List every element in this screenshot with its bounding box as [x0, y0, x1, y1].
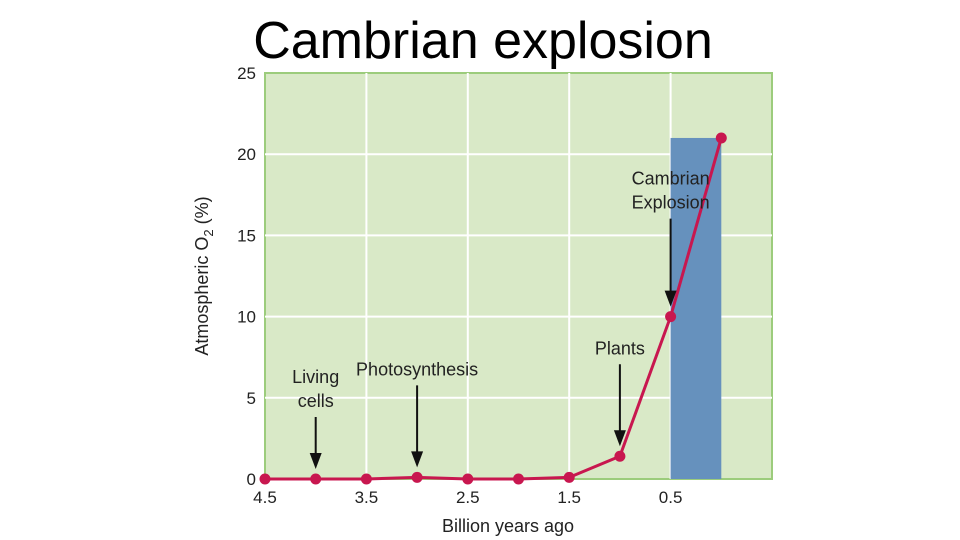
y-tick-label: 0 — [247, 470, 256, 489]
data-point — [259, 473, 271, 485]
annotation-label: Cambrian — [632, 169, 710, 189]
data-point — [665, 311, 677, 323]
annotation-label: Explosion — [632, 193, 710, 213]
y-tick-label: 15 — [237, 226, 256, 245]
y-axis-title-sub: 2 — [201, 229, 216, 236]
y-axis-title-unit: (%) — [192, 196, 212, 229]
data-point — [614, 450, 626, 462]
cambrian-highlight — [670, 137, 722, 479]
data-point — [360, 473, 372, 485]
data-point — [462, 473, 474, 485]
x-tick-label: 3.5 — [355, 488, 379, 507]
annotation-arrow-head — [411, 451, 424, 468]
data-point — [411, 471, 423, 483]
slide-title: Cambrian explosion — [253, 12, 713, 70]
y-axis-title: Atmospheric O2 (%) — [192, 196, 216, 355]
y-tick-labels: 0 5 10 15 20 25 — [237, 64, 256, 489]
x-tick-label: 4.5 — [253, 488, 277, 507]
annotation-arrow-head — [309, 453, 322, 469]
y-tick-label: 5 — [247, 389, 256, 408]
series-layer — [259, 132, 727, 485]
annotation-label: Living — [292, 367, 339, 387]
x-tick-labels: 4.5 3.5 2.5 1.5 0.5 — [253, 488, 682, 507]
annotation-label: Photosynthesis — [356, 359, 478, 379]
annotation-arrow-head — [664, 290, 677, 307]
series-line — [265, 137, 723, 481]
y-tick-label: 25 — [237, 64, 256, 83]
data-point — [715, 132, 727, 144]
y-axis-title-main: Atmospheric O — [192, 237, 212, 356]
data-point — [310, 473, 322, 485]
y-tick-label: 20 — [237, 145, 256, 164]
annotations: Living cells Photosynthesis Plants Cambrian E… — [292, 169, 710, 469]
x-tick-label: 0.5 — [659, 488, 683, 507]
annotation-label: cells — [298, 391, 334, 411]
annotation-arrow-head — [613, 430, 626, 447]
x-axis-title: Billion years ago — [442, 516, 574, 536]
data-point — [513, 473, 524, 485]
cambrian-band — [670, 137, 722, 479]
data-point — [563, 471, 575, 483]
x-tick-label: 1.5 — [557, 488, 581, 507]
annotation-label: Plants — [595, 338, 645, 358]
x-tick-label: 2.5 — [456, 488, 480, 507]
y-tick-label: 10 — [237, 308, 256, 327]
